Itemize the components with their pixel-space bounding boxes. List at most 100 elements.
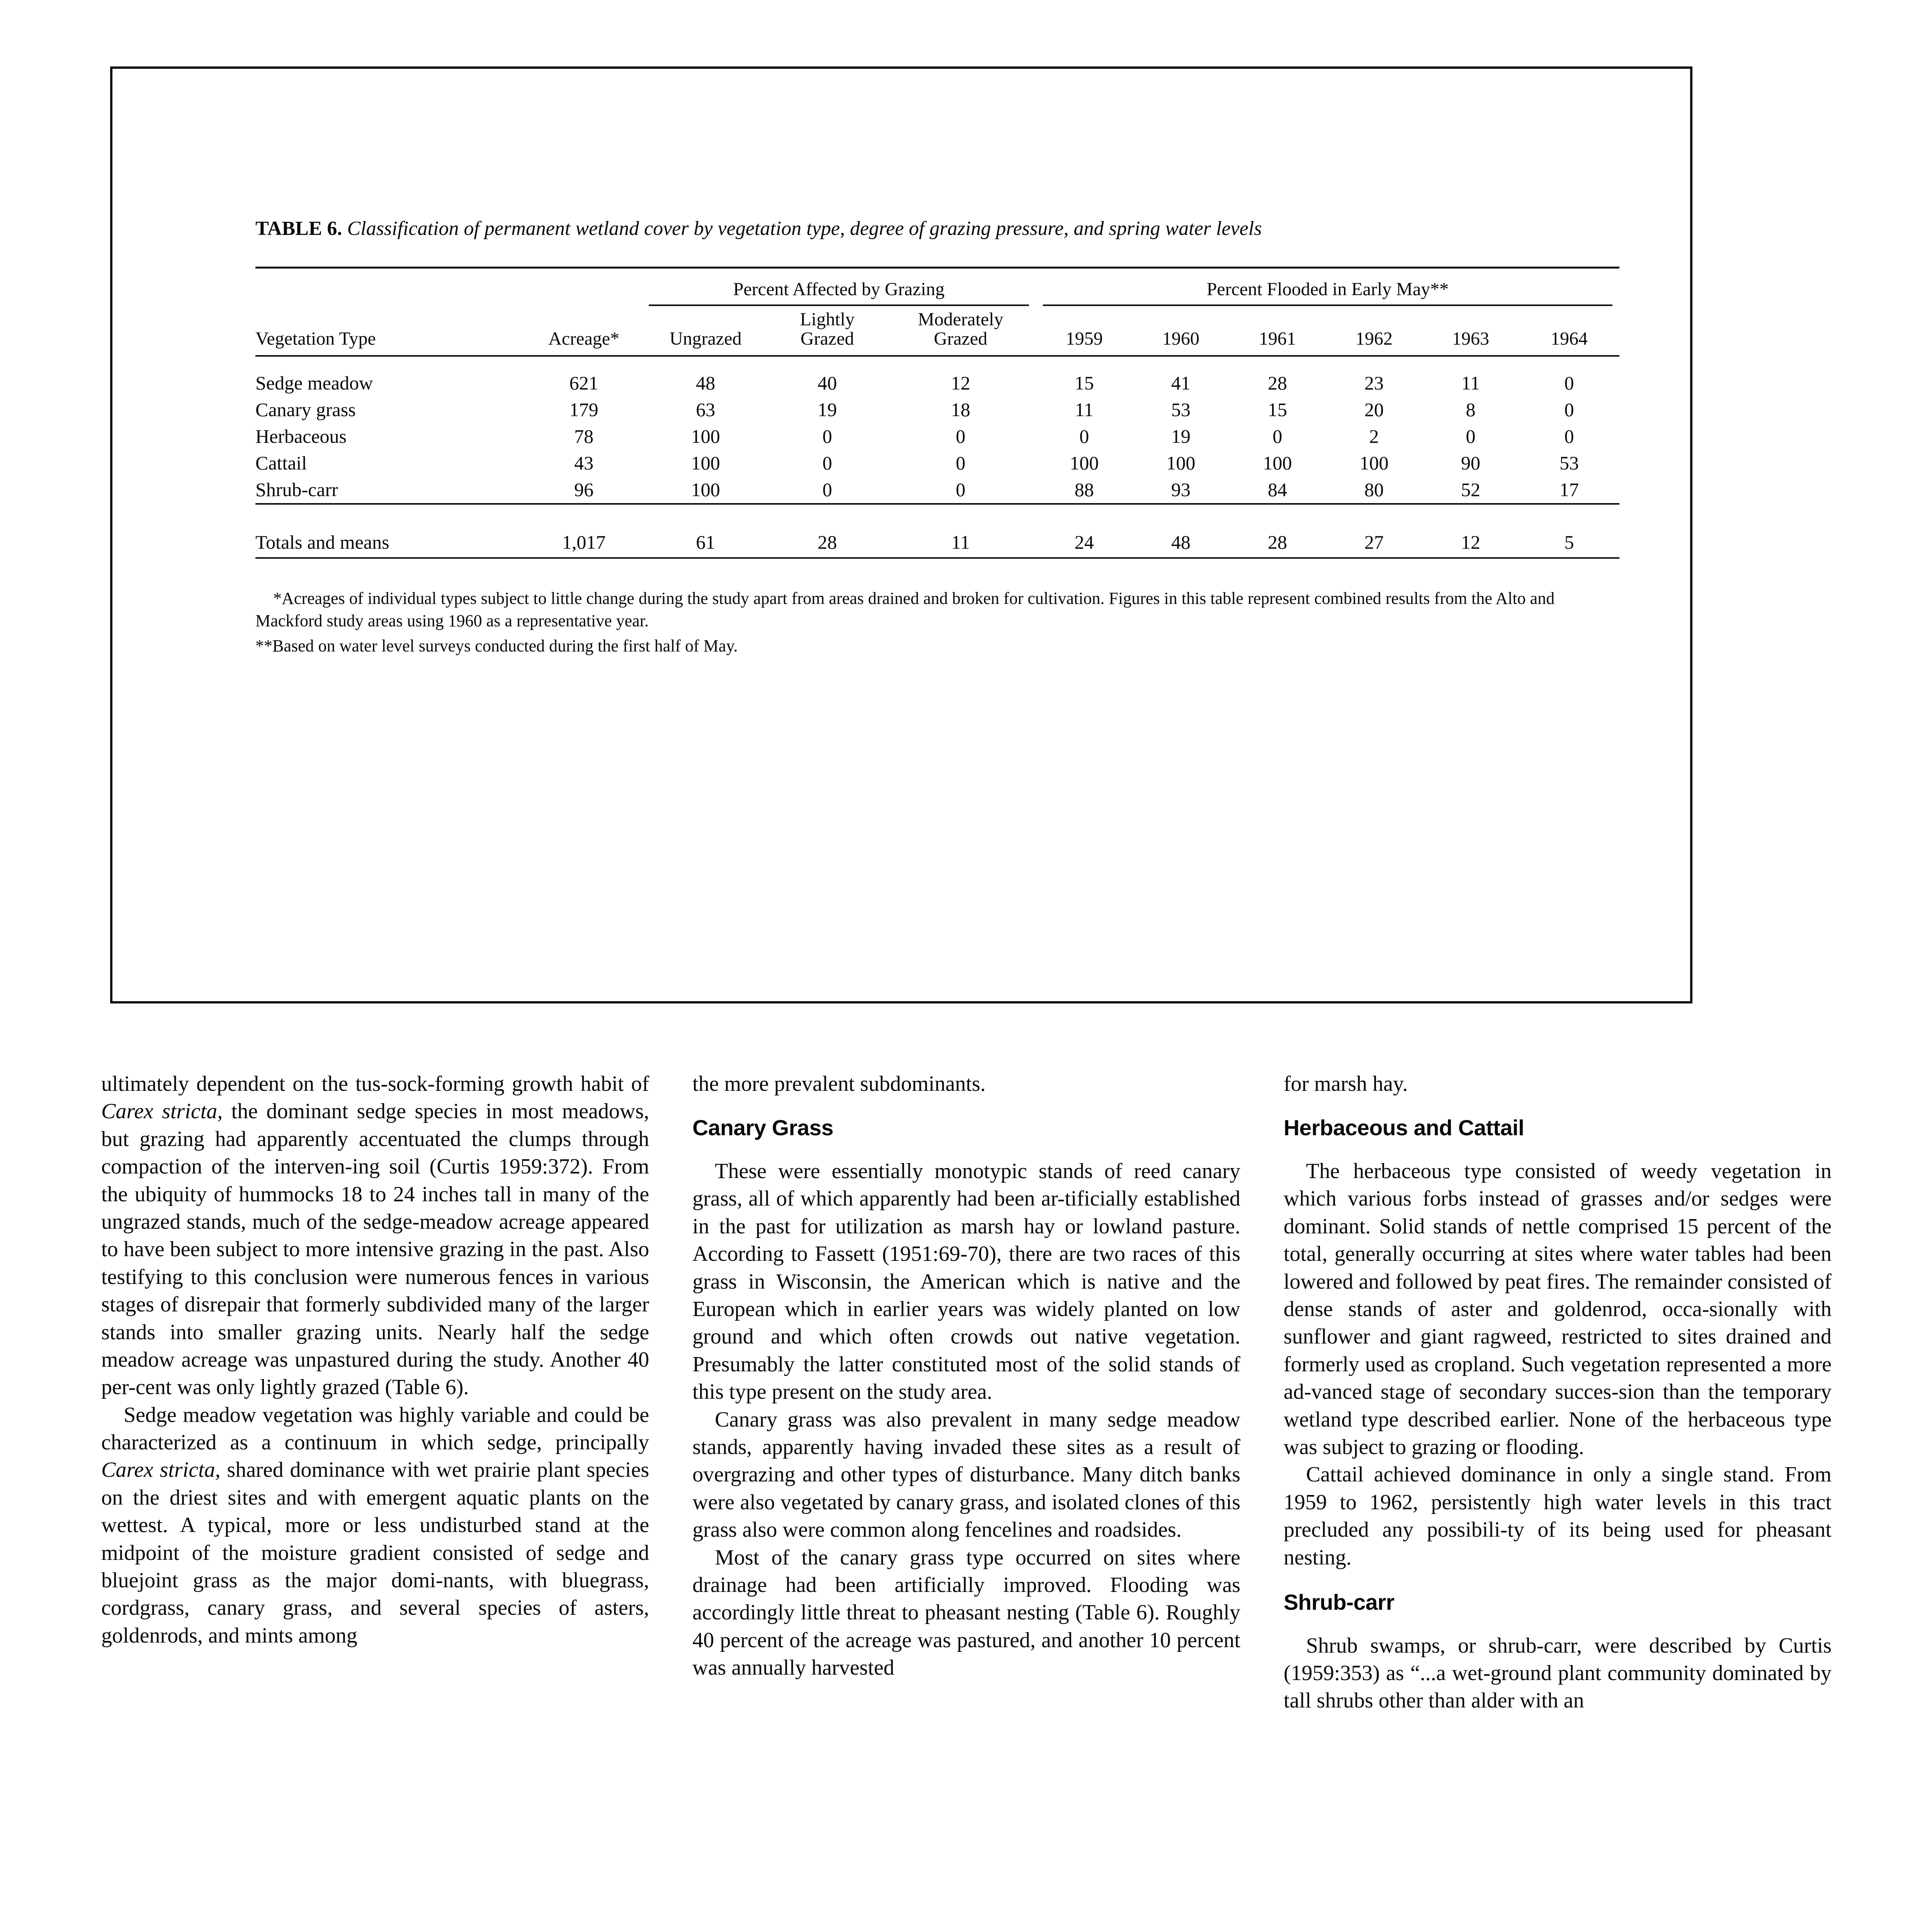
col-head-1962: 1962 — [1355, 328, 1393, 349]
cell-moderately: 12 — [951, 372, 970, 394]
cell-1964: 17 — [1560, 479, 1579, 501]
paragraph: Sedge meadow vegetation was highly varia… — [101, 1401, 649, 1650]
table-row: Herbaceous 78 100 0 0 0 19 0 2 0 0 — [255, 423, 1619, 450]
cell-1963: 0 — [1466, 425, 1476, 447]
cell-1959: 100 — [1070, 452, 1099, 474]
col-head-lightly-grazed-line2: Grazed — [800, 328, 854, 349]
table-footnote-2: **Based on water level surveys conducted… — [255, 636, 738, 655]
cell-ungrazed: 48 — [696, 372, 715, 394]
cell-1962: 20 — [1364, 399, 1384, 421]
table-header-rule — [255, 355, 1619, 370]
cell-vegetation-type: Sedge meadow — [255, 372, 373, 394]
para-2-part-1: Sedge meadow vegetation was highly varia… — [101, 1403, 649, 1455]
col-head-acreage: Acreage* — [548, 328, 619, 349]
para-2-part-2: shared dominance with wet prairie plant … — [101, 1458, 649, 1648]
cell-1962: 2 — [1369, 425, 1379, 447]
paragraph-continued: ultimately dependent on the tus-sock-for… — [101, 1070, 649, 1401]
cell-1960: 53 — [1171, 399, 1190, 421]
group-rule-grazing — [642, 304, 1036, 306]
table-caption-text: Classification of permanent wetland cove… — [347, 218, 1262, 240]
table-group-rules — [255, 304, 1619, 306]
cell-lightly: 0 — [822, 479, 832, 501]
cell-1962: 80 — [1364, 479, 1384, 501]
col-head-1959: 1959 — [1066, 328, 1103, 349]
table-row: Sedge meadow 621 48 40 12 15 41 28 23 11… — [255, 370, 1619, 396]
table-caption-label: TABLE 6. — [255, 218, 342, 240]
cell-totals-1961: 28 — [1268, 531, 1287, 553]
table-figure-box: TABLE 6. Classification of permanent wet… — [110, 66, 1692, 1003]
cell-1963: 90 — [1461, 452, 1480, 474]
cell-1961: 15 — [1268, 399, 1287, 421]
cell-totals-1964: 5 — [1564, 531, 1574, 553]
cell-1961: 28 — [1268, 372, 1287, 394]
cell-1962: 100 — [1359, 452, 1389, 474]
col-head-lightly-grazed-line1: Lightly — [800, 309, 855, 330]
paragraph: Cattail achieved dominance in only a sin… — [1284, 1463, 1832, 1570]
cell-1961: 84 — [1268, 479, 1287, 501]
cell-totals-ungrazed: 61 — [696, 531, 715, 553]
cell-totals-1962: 27 — [1364, 531, 1384, 553]
cell-1963: 8 — [1466, 399, 1476, 421]
paragraph: These were essentially monotypic stands … — [692, 1159, 1240, 1404]
cell-1964: 0 — [1564, 399, 1574, 421]
cell-moderately: 18 — [951, 399, 970, 421]
table-footnotes: *Acreages of individual types subject to… — [255, 587, 1569, 657]
species-name-carex-stricta: Carex stricta, — [101, 1458, 221, 1482]
cell-totals-1960: 48 — [1171, 531, 1190, 553]
cell-ungrazed: 100 — [691, 452, 720, 474]
cell-ungrazed: 63 — [696, 399, 715, 421]
col-head-moderately-grazed-line1: Moderately — [918, 309, 1003, 330]
cell-1960: 19 — [1171, 425, 1190, 447]
paragraph: Most of the canary grass type occurred o… — [692, 1545, 1240, 1680]
col-head-ungrazed: Ungrazed — [669, 328, 742, 349]
table-totals-rule — [255, 503, 1619, 518]
col-head-moderately-grazed-line2: Grazed — [934, 328, 988, 349]
cell-acreage: 96 — [574, 479, 594, 501]
table-footnote-1: *Acreages of individual types subject to… — [255, 589, 1555, 630]
cell-vegetation-type: Herbaceous — [255, 425, 347, 447]
cell-totals-label: Totals and means — [255, 531, 389, 553]
group-header-grazing: Percent Affected by Grazing — [733, 279, 945, 299]
cell-acreage: 179 — [569, 399, 599, 421]
cell-ungrazed: 100 — [691, 479, 720, 501]
species-name-carex-stricta: Carex stricta, — [101, 1099, 223, 1124]
table-bottom-rule — [255, 557, 1619, 572]
section-heading-shrub-carr: Shrub-carr — [1284, 1590, 1395, 1615]
wetland-cover-table: Percent Affected by Grazing Percent Floo… — [255, 266, 1619, 572]
cell-1959: 11 — [1075, 399, 1094, 421]
col-head-1963: 1963 — [1452, 328, 1489, 349]
section-heading-herbaceous-and-cattail: Herbaceous and Cattail — [1284, 1116, 1524, 1141]
cell-totals-1963: 12 — [1461, 531, 1480, 553]
paragraph-continued: the more prevalent subdominants. — [692, 1072, 986, 1096]
col-head-lightly-grazed: Lightly Grazed — [769, 306, 885, 356]
cell-totals-1959: 24 — [1075, 531, 1094, 553]
cell-1959: 88 — [1075, 479, 1094, 501]
table-group-labels: Percent Affected by Grazing Percent Floo… — [255, 279, 1619, 304]
cell-lightly: 0 — [822, 425, 832, 447]
cell-vegetation-type: Cattail — [255, 452, 307, 474]
cell-1961: 100 — [1263, 452, 1292, 474]
paragraph: Canary grass was also prevalent in many … — [692, 1407, 1240, 1542]
text-column-1: ultimately dependent on the tus-sock-for… — [101, 1070, 649, 1715]
para-1-part-1: ultimately dependent on the tus-sock-for… — [101, 1072, 649, 1096]
cell-1960: 100 — [1166, 452, 1196, 474]
col-head-1961: 1961 — [1259, 328, 1296, 349]
cell-1960: 93 — [1171, 479, 1190, 501]
cell-lightly: 40 — [818, 372, 837, 394]
section-heading-canary-grass: Canary Grass — [692, 1116, 833, 1141]
col-head-moderately-grazed: Moderately Grazed — [885, 306, 1036, 356]
group-rule-flooded — [1036, 304, 1619, 306]
table-caption: TABLE 6. Classification of permanent wet… — [255, 216, 1596, 242]
table-group-header-row — [255, 266, 1619, 279]
cell-ungrazed: 100 — [691, 425, 720, 447]
paragraph-continued: for marsh hay. — [1284, 1072, 1408, 1096]
col-head-1964: 1964 — [1551, 328, 1588, 349]
cell-acreage: 43 — [574, 452, 594, 474]
cell-totals-moderately: 11 — [951, 531, 970, 553]
cell-lightly: 19 — [818, 399, 837, 421]
text-column-2: the more prevalent subdominants. Canary … — [692, 1070, 1240, 1715]
table-row: Shrub-carr 96 100 0 0 88 93 84 80 52 17 — [255, 476, 1619, 504]
cell-lightly: 0 — [822, 452, 832, 474]
para-1-part-2: the dominant sedge species in most meado… — [101, 1099, 649, 1400]
cell-moderately: 0 — [956, 452, 966, 474]
